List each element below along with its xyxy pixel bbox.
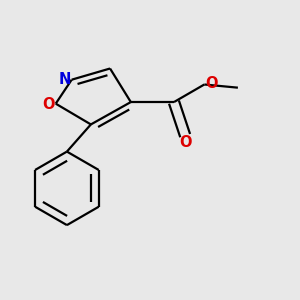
Text: O: O <box>179 135 191 150</box>
Text: O: O <box>42 97 55 112</box>
Text: O: O <box>205 76 218 91</box>
Text: N: N <box>58 72 71 87</box>
